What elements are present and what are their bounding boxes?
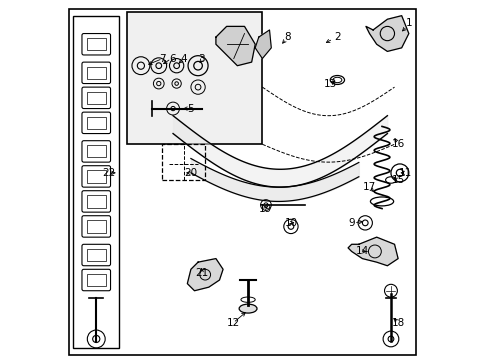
Text: 9: 9 xyxy=(347,218,354,228)
Text: 6: 6 xyxy=(169,54,176,64)
Polygon shape xyxy=(187,258,223,291)
Bar xyxy=(86,38,106,50)
Polygon shape xyxy=(365,16,408,51)
Bar xyxy=(86,145,106,157)
Text: 22: 22 xyxy=(102,168,115,178)
Text: 13: 13 xyxy=(323,78,336,89)
Text: 2: 2 xyxy=(333,32,340,42)
Text: 1: 1 xyxy=(405,18,411,28)
Polygon shape xyxy=(216,26,255,66)
Bar xyxy=(126,12,262,144)
Bar xyxy=(73,16,119,348)
Text: 7: 7 xyxy=(159,54,165,64)
Polygon shape xyxy=(347,237,397,266)
Text: 17: 17 xyxy=(362,182,375,192)
Bar xyxy=(86,195,106,207)
Text: 8: 8 xyxy=(284,32,290,42)
Text: 19: 19 xyxy=(259,203,272,213)
Bar xyxy=(86,274,106,286)
Bar xyxy=(86,92,106,104)
Ellipse shape xyxy=(239,304,257,313)
Text: 20: 20 xyxy=(184,168,197,178)
Polygon shape xyxy=(255,30,271,59)
Text: 5: 5 xyxy=(187,104,194,113)
Text: 18: 18 xyxy=(391,318,404,328)
Text: 12: 12 xyxy=(227,318,240,328)
Text: 3: 3 xyxy=(198,54,204,64)
Bar xyxy=(86,117,106,129)
Bar xyxy=(162,144,205,180)
Text: 21: 21 xyxy=(195,268,208,278)
Text: 16: 16 xyxy=(391,139,404,149)
Bar xyxy=(86,170,106,183)
Text: 10: 10 xyxy=(284,218,297,228)
Bar xyxy=(86,67,106,79)
Text: 11: 11 xyxy=(398,168,411,178)
Bar xyxy=(86,249,106,261)
Text: 14: 14 xyxy=(355,247,368,256)
Bar xyxy=(86,220,106,233)
Text: 4: 4 xyxy=(180,54,187,64)
Text: 15: 15 xyxy=(391,175,404,185)
